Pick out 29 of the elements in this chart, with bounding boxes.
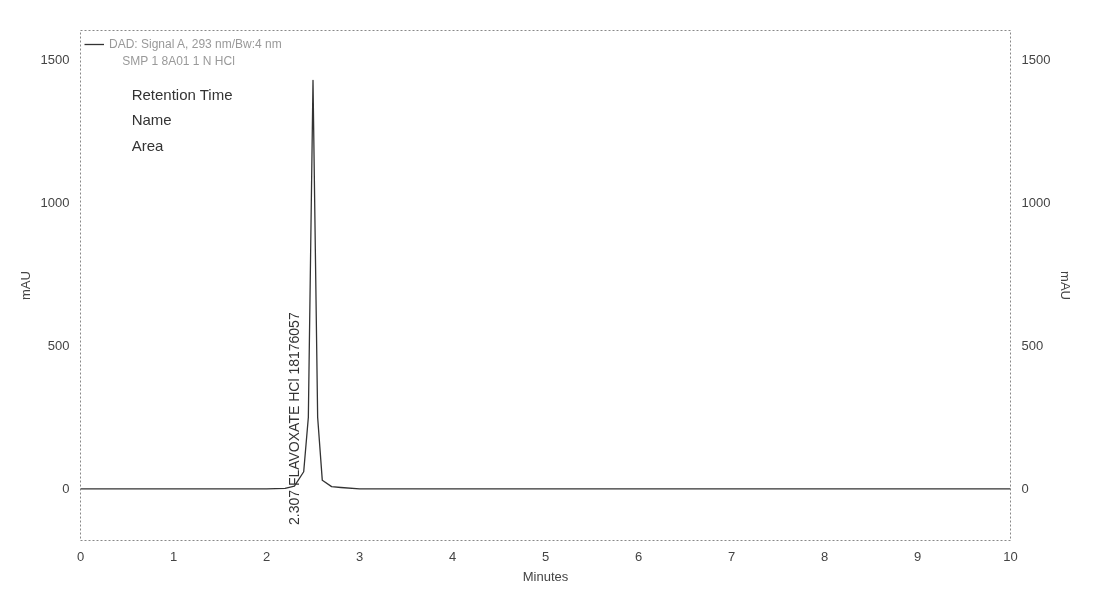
- x-tick-label: 1: [169, 548, 178, 564]
- x-tick-label: 4: [448, 548, 457, 564]
- x-tick-label: 0: [76, 548, 85, 564]
- x-tick-label: 8: [820, 548, 829, 564]
- y-tick-label: 1500: [40, 51, 70, 67]
- line-series: [80, 79, 1011, 490]
- x-tick-label: 6: [634, 548, 643, 564]
- annotation: SMP 1 8A01 1 N HCl: [122, 54, 235, 69]
- x-tick-label: 2: [262, 548, 271, 564]
- annotation: Area: [131, 136, 164, 154]
- y-tick-label: 1000: [40, 194, 70, 210]
- y-axis-title: mAU: [17, 271, 33, 300]
- y2-tick-label: 1000: [1021, 194, 1051, 210]
- y-tick-label: 500: [47, 338, 70, 354]
- x-tick-label: 10: [1003, 548, 1018, 564]
- x-tick-label: 7: [727, 548, 736, 564]
- y2-tick-label: 500: [1021, 338, 1044, 354]
- x-tick-label: 5: [541, 548, 550, 564]
- x-axis-title: Minutes: [522, 568, 569, 584]
- y2-tick-label: 1500: [1021, 51, 1051, 67]
- y2-tick-label: 0: [1021, 481, 1029, 497]
- x-tick-label: 9: [913, 548, 922, 564]
- annotation: Retention Time: [131, 85, 233, 103]
- annotation: 2.307 FLAVOXATE HCl 18176057: [285, 312, 302, 526]
- y2-axis-title: mAU: [1058, 271, 1074, 300]
- legend-label: DAD: Signal A, 293 nm/Bw:4 nm: [109, 37, 282, 51]
- x-tick-label: 3: [355, 548, 364, 564]
- annotation: Name: [131, 111, 172, 129]
- y-tick-label: 0: [62, 481, 70, 497]
